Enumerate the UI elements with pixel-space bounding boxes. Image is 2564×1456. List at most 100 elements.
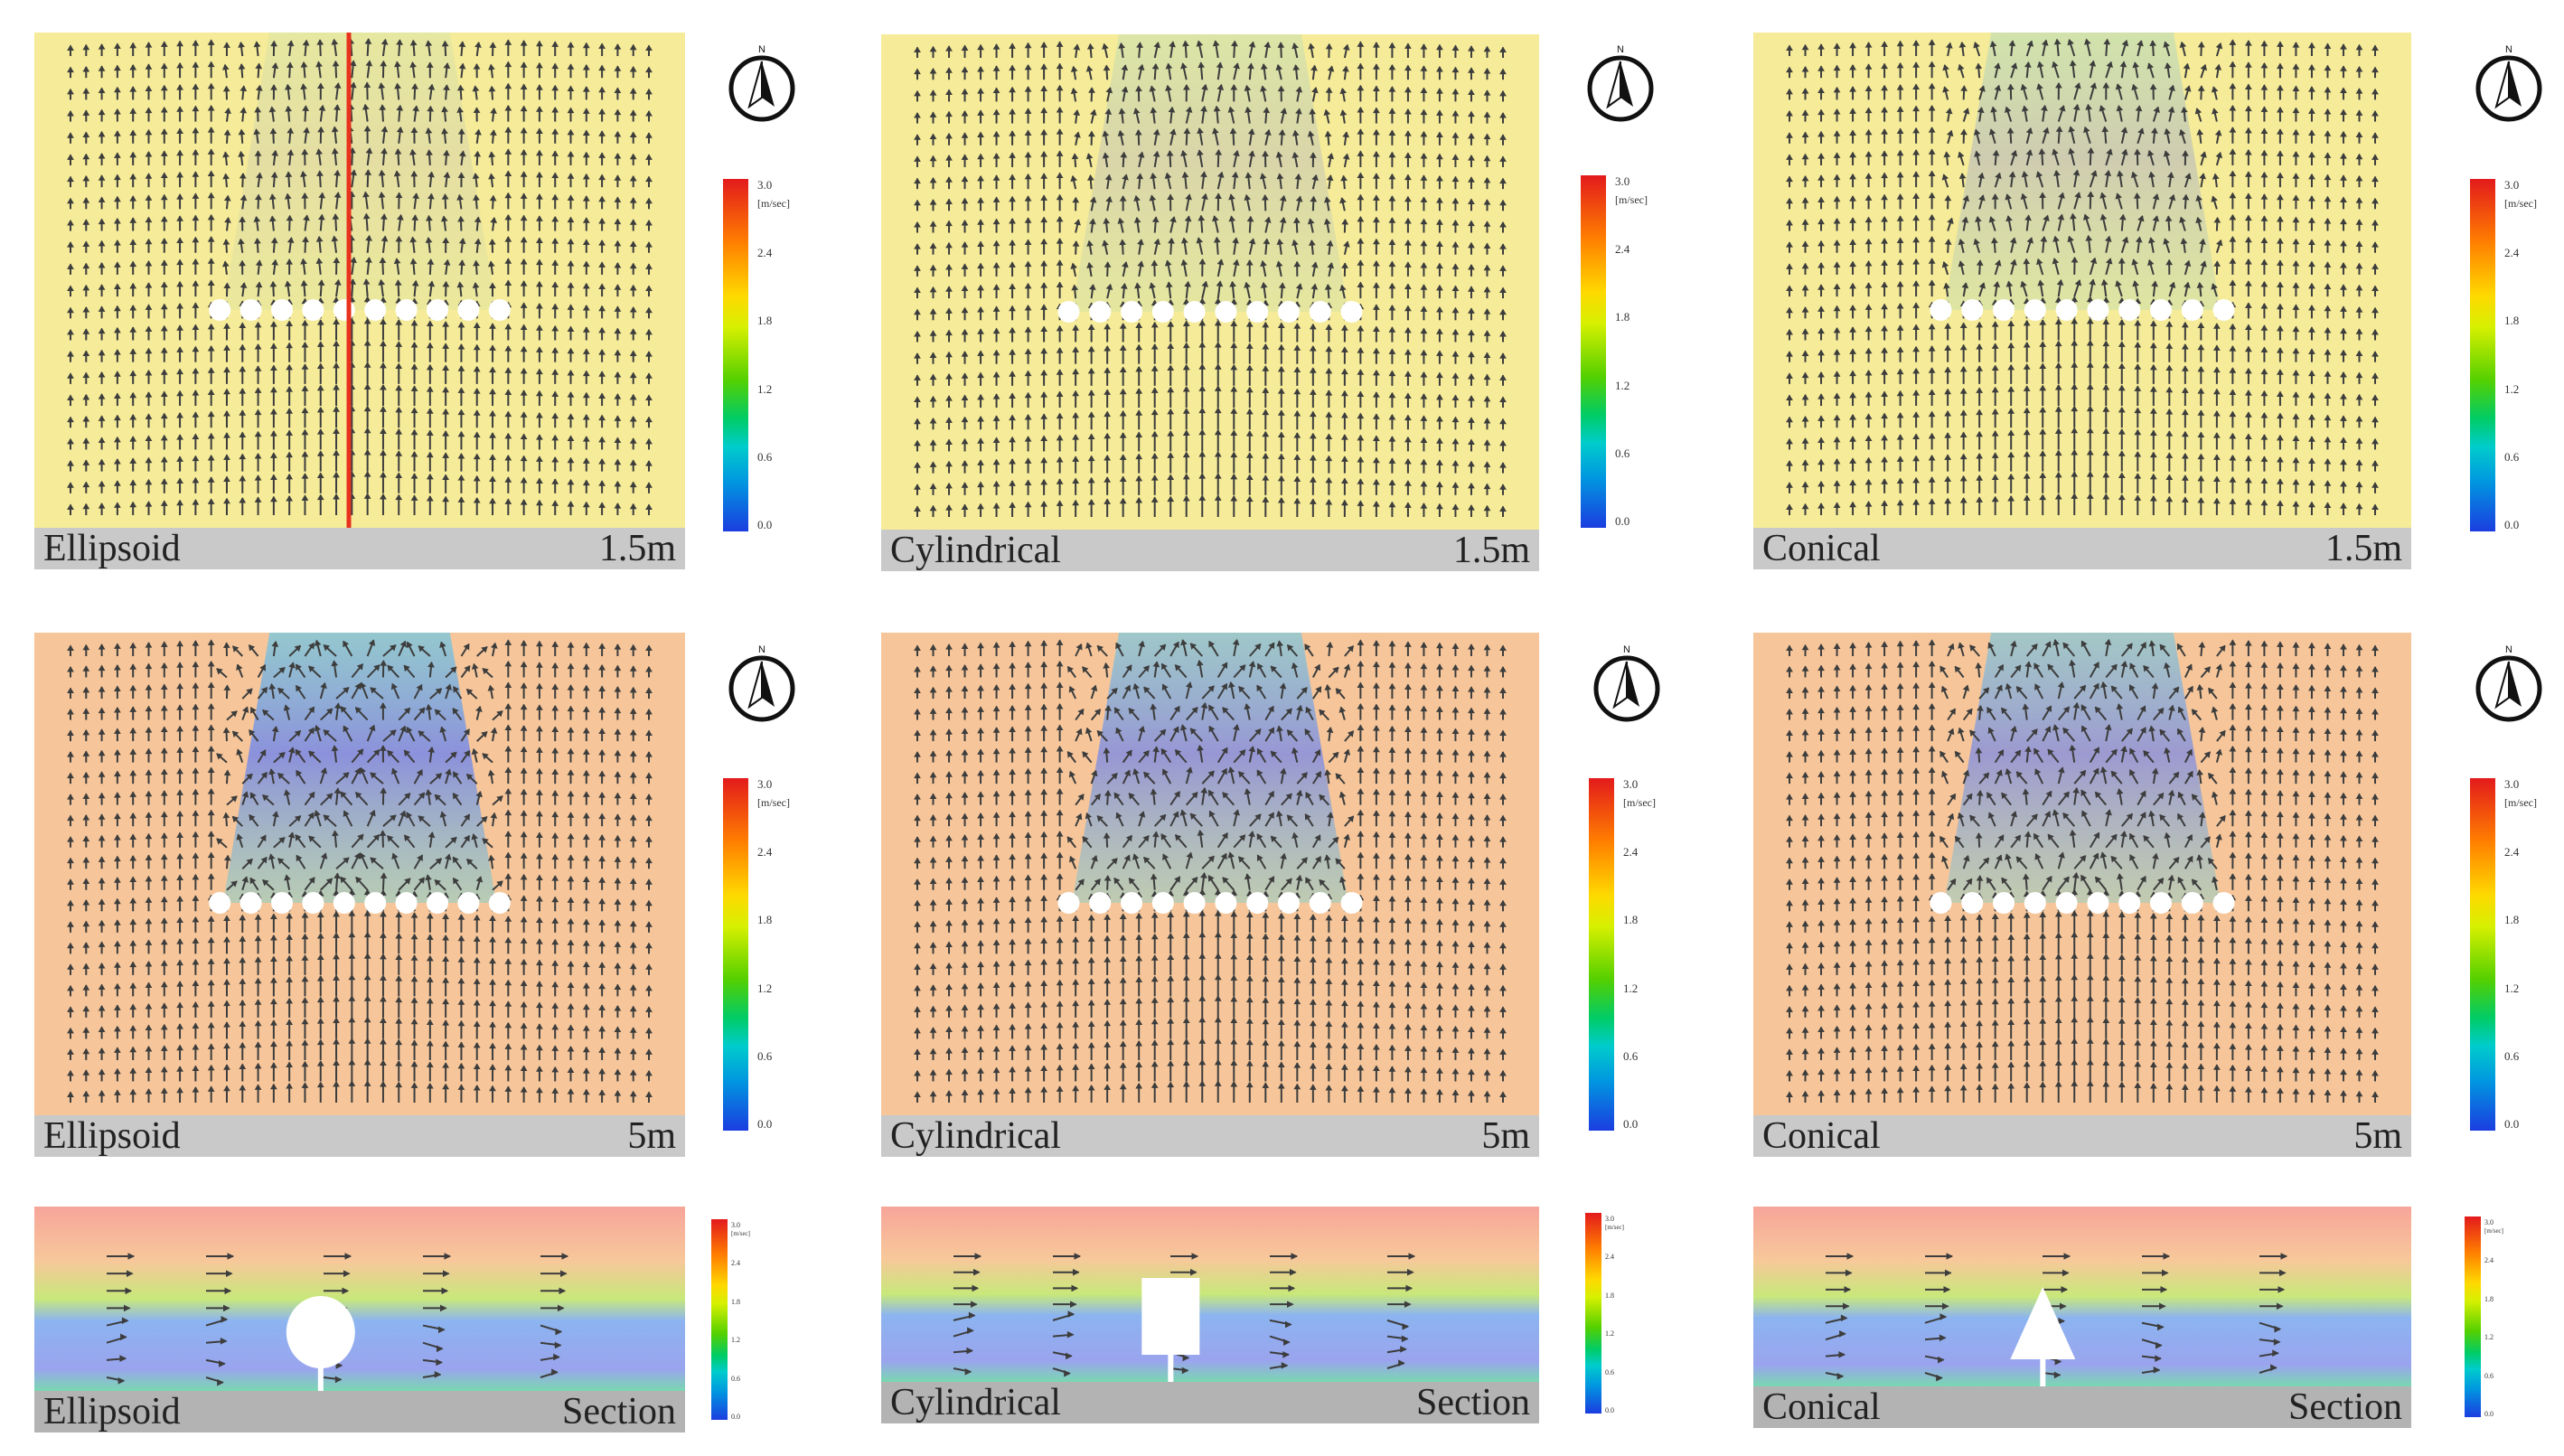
panel-caption: Conical 1.5m — [1753, 528, 2411, 569]
low-velocity-wake — [1944, 33, 2221, 310]
colorbar — [1585, 1213, 1601, 1414]
tree-crown — [271, 299, 293, 321]
legend-unit: [m/sec] — [757, 197, 790, 210]
compass-north-label: N — [758, 644, 765, 655]
colorbar — [2470, 179, 2495, 531]
legend-tick: 1.8 — [2504, 314, 2520, 328]
compass-north-label: N — [1623, 644, 1630, 655]
tree-crown — [2212, 299, 2235, 321]
panel-cylindrical-5m: Cylindrical 5m — [881, 633, 1539, 1157]
legend-tick: 3.0 — [731, 1221, 740, 1229]
tree-row — [1057, 892, 1363, 914]
legend-tick: 1.8 — [757, 314, 773, 328]
tree-crown — [1277, 892, 1300, 914]
shape-label: Ellipsoid — [43, 1115, 181, 1157]
tree-crown — [1277, 301, 1300, 323]
legend-tick: 1.2 — [757, 981, 773, 995]
colorbar — [1589, 778, 1614, 1131]
tree-crown — [364, 892, 387, 914]
legend-tick: 1.8 — [757, 913, 773, 927]
legend-tick: 1.8 — [1605, 1291, 1614, 1300]
tree-crown — [1151, 892, 1174, 914]
height-label: 5m — [627, 1115, 676, 1157]
tree-crown — [2118, 892, 2141, 914]
velocity-arrow-field — [953, 1253, 1416, 1377]
tree-crown — [1089, 301, 1112, 323]
velocity-legend: [m/sec] 3.0 2.4 1.8 1.2 0.6 0.0 — [2465, 1216, 2564, 1418]
tree-crown — [1089, 892, 1112, 914]
low-velocity-wake — [222, 33, 497, 310]
colorbar — [2470, 778, 2495, 1131]
panel-caption: Cylindrical 1.5m — [881, 530, 1539, 571]
legend-tick: 1.8 — [1615, 310, 1630, 324]
tree-crown — [2087, 299, 2109, 321]
tree-crown — [1215, 892, 1237, 914]
tree-crown — [302, 299, 324, 321]
legend-tick: 1.2 — [1623, 981, 1639, 995]
tree-row — [1930, 892, 2235, 914]
legend-unit: [m/sec] — [2504, 197, 2537, 210]
tree-crown — [2055, 892, 2078, 914]
legend-tick: 3.0 — [2484, 1218, 2494, 1226]
tree-crown — [1309, 892, 1331, 914]
wind-field-plot — [1753, 33, 2411, 528]
shape-label: Ellipsoid — [43, 528, 181, 569]
legend-tick: 1.2 — [2504, 381, 2520, 396]
legend-tick: 0.6 — [1615, 446, 1630, 460]
panel-ellipsoid-section: Ellipsoid Section — [34, 1207, 685, 1433]
compass-north-label: N — [1617, 44, 1624, 55]
tree-crown — [1121, 892, 1143, 914]
shape-label: Conical — [1762, 1115, 1881, 1157]
legend-tick: 2.4 — [757, 246, 773, 260]
tree-crown — [2118, 299, 2141, 321]
height-label: 1.5m — [1452, 530, 1530, 571]
height-label: 1.5m — [598, 528, 676, 569]
shape-label: Conical — [1762, 1386, 1881, 1428]
legend-tick: 1.2 — [1615, 378, 1630, 392]
tree-crown — [271, 892, 293, 914]
legend-tick: 0.0 — [731, 1413, 740, 1421]
tree-crown — [2055, 299, 2078, 321]
tree-crown — [239, 892, 262, 914]
legend-unit: [m/sec] — [1615, 193, 1648, 206]
legend-tick: 3.0 — [2504, 777, 2520, 791]
tree-row — [1057, 301, 1363, 323]
section-label: Section — [562, 1391, 676, 1433]
tree-crown — [1183, 301, 1206, 323]
panel-caption: Ellipsoid 5m — [34, 1115, 685, 1157]
low-velocity-wake — [1072, 633, 1348, 903]
legend-tick: 0.6 — [2504, 1048, 2520, 1063]
velocity-arrow-field — [1786, 638, 2379, 1103]
tree-crown — [1993, 892, 2015, 914]
legend-unit: [m/sec] — [2484, 1227, 2503, 1235]
legend-unit: [m/sec] — [731, 1230, 750, 1237]
velocity-legend: [m/sec] 3.0 2.4 1.8 1.2 0.6 0.0 — [2470, 778, 2564, 1131]
tree-crown — [209, 892, 231, 914]
tree-crown — [1340, 892, 1363, 914]
shape-label: Conical — [1762, 528, 1881, 569]
section-background — [34, 1207, 685, 1391]
panel-caption: Conical 5m — [1753, 1115, 2411, 1157]
legend-tick: 3.0 — [1623, 777, 1639, 791]
panel-caption: Cylindrical 5m — [881, 1115, 1539, 1157]
tree-crown — [1215, 301, 1237, 323]
tree-crown — [1151, 301, 1174, 323]
north-compass-icon: N — [1577, 42, 1664, 128]
section-label: Section — [2288, 1386, 2402, 1428]
shape-label: Cylindrical — [890, 1382, 1061, 1423]
legend-tick: 2.4 — [2484, 1256, 2494, 1265]
legend-tick: 1.2 — [731, 1336, 740, 1345]
tree-crown — [457, 892, 480, 914]
panel-conical-5m: Conical 5m — [1753, 633, 2411, 1157]
panel-conical-section: Conical Section — [1753, 1207, 2411, 1428]
colorbar — [723, 778, 748, 1131]
panel-ellipsoid-5m: Ellipsoid 5m — [34, 633, 685, 1157]
tree-crown — [2149, 892, 2172, 914]
legend-tick: 3.0 — [1615, 174, 1630, 188]
height-label: 5m — [2353, 1115, 2402, 1157]
legend-tick: 1.8 — [2504, 913, 2520, 927]
north-compass-icon: N — [718, 642, 805, 728]
wind-section-plot — [881, 1207, 1539, 1382]
tree-crown — [2181, 892, 2203, 914]
legend-tick: 2.4 — [731, 1259, 740, 1268]
